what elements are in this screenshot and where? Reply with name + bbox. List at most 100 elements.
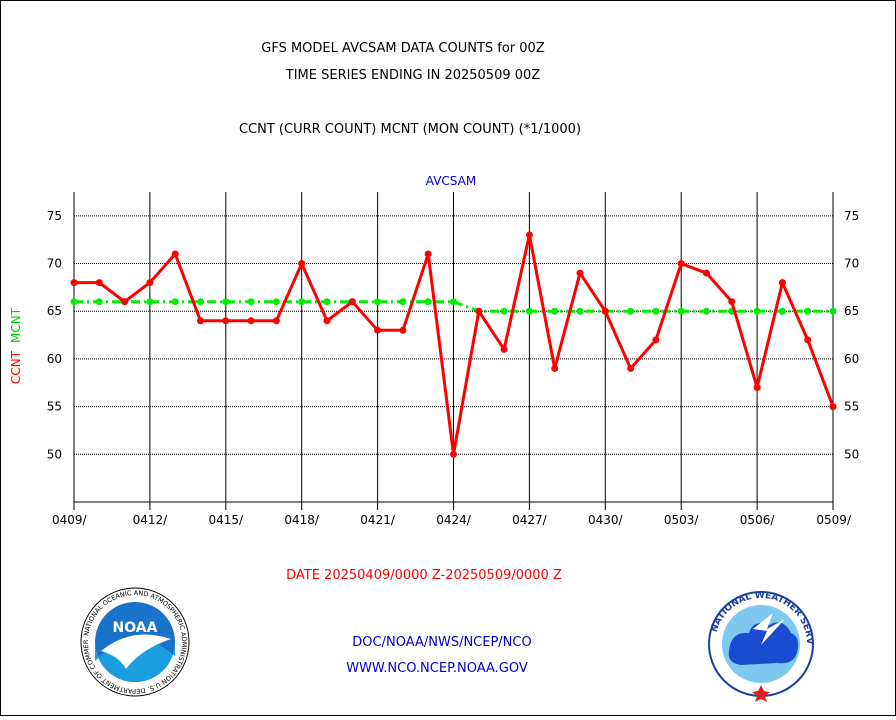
y-label-ccnt: CCNT xyxy=(9,350,23,384)
mcnt-point xyxy=(778,307,786,315)
mcnt-point xyxy=(753,307,761,315)
ccnt-point xyxy=(627,364,635,372)
y-tick-label-right: 55 xyxy=(844,400,859,414)
mcnt-point xyxy=(323,298,331,306)
date-range-label: DATE 20250409/0000 Z-20250509/0000 Z xyxy=(286,568,562,583)
noaa-bird-icon xyxy=(101,634,171,669)
ccnt-point xyxy=(424,250,432,258)
mcnt-point xyxy=(551,307,559,315)
ccnt-point xyxy=(171,250,179,258)
x-tick-label: 0412/ xyxy=(133,513,169,527)
ccnt-point xyxy=(95,279,103,287)
mcnt-point xyxy=(424,298,432,306)
nws-ring-text: NATIONAL WEATHER SERVICE xyxy=(1,1,814,645)
ccnt-point xyxy=(121,298,129,306)
ccnt-point xyxy=(475,307,483,315)
mcnt-point xyxy=(146,298,154,306)
mcnt-point xyxy=(677,307,685,315)
ccnt-point xyxy=(500,345,508,353)
y-tick-label-left: 75 xyxy=(47,209,62,223)
mcnt-point xyxy=(197,298,204,306)
plot-area: 50 50 55 55 60 60 65 65 70 70 75 75 0409/0412/0415/0… xyxy=(47,192,859,527)
mcnt-point xyxy=(298,298,306,306)
ccnt-point xyxy=(399,326,407,334)
nws-cloud-icon xyxy=(728,622,799,665)
ccnt-point xyxy=(703,269,710,277)
y-axis-label: CCNT MCNT xyxy=(9,307,23,384)
chart-subtitle: CCNT (CURR COUNT) MCNT (MON COUNT) (*1/1… xyxy=(239,122,581,137)
svg-text:CCNTMCNT: CCNT MCNT xyxy=(9,307,23,384)
ccnt-point xyxy=(576,269,584,277)
ccnt-point xyxy=(222,317,230,325)
y-tick-label-left: 55 xyxy=(47,400,62,414)
noaa-ring-text: NATIONAL OCEANIC AND ATMOSPHERIC ADMINIS… xyxy=(1,1,188,695)
x-tick-label: 0503/ xyxy=(664,513,700,527)
ccnt-point xyxy=(601,307,609,315)
ccnt-point xyxy=(323,317,331,325)
mcnt-point xyxy=(804,307,812,315)
ccnt-point xyxy=(247,317,255,325)
x-tick-label: 0430/ xyxy=(588,513,624,527)
ccnt-point xyxy=(753,384,761,392)
ccnt-point xyxy=(348,298,356,306)
x-tick-label: 0506/ xyxy=(740,513,776,527)
chart-title-line1: GFS MODEL AVCSAM DATA COUNTS for 00Z xyxy=(261,41,545,56)
ccnt-point xyxy=(298,260,306,268)
y-tick-label-right: 50 xyxy=(844,447,859,461)
ccnt-point xyxy=(829,403,837,411)
nws-lightning-icon xyxy=(753,613,785,645)
mcnt-point xyxy=(525,307,533,315)
x-tick-label: 0509/ xyxy=(816,513,852,527)
y-tick-label-right: 60 xyxy=(844,352,859,366)
mcnt-point xyxy=(95,298,103,306)
mcnt-point xyxy=(450,298,457,306)
website-link[interactable]: WWW.NCO.NCEP.NOAA.GOV xyxy=(346,661,528,676)
mcnt-point xyxy=(399,298,407,306)
mcnt-point xyxy=(70,298,78,306)
ccnt-point xyxy=(728,298,736,306)
plot-title: AVCSAM xyxy=(426,174,476,188)
x-tick-label: 0415/ xyxy=(209,513,245,527)
x-tick-label: 0421/ xyxy=(360,513,396,527)
y-tick-label-left: 70 xyxy=(47,257,62,271)
ccnt-point xyxy=(551,364,559,372)
mcnt-point xyxy=(272,298,280,306)
mcnt-point xyxy=(222,298,230,306)
nws-star-icon xyxy=(752,685,770,702)
y-tick-label-right: 65 xyxy=(844,304,859,318)
mcnt-point xyxy=(627,307,635,315)
ccnt-point xyxy=(197,317,204,325)
org-path-label: DOC/NOAA/NWS/NCEP/NCO xyxy=(352,635,531,650)
y-tick-label-right: 70 xyxy=(844,257,859,271)
ccnt-point xyxy=(525,231,533,239)
mcnt-point xyxy=(576,307,584,315)
x-tick-label: 0418/ xyxy=(284,513,320,527)
ccnt-point xyxy=(778,279,786,287)
mcnt-point xyxy=(500,307,508,315)
ccnt-point xyxy=(146,279,154,287)
y-tick-label-left: 60 xyxy=(47,352,62,366)
ccnt-point xyxy=(374,326,382,334)
ccnt-point xyxy=(652,336,660,344)
ccnt-point xyxy=(804,336,812,344)
ccnt-point xyxy=(272,317,280,325)
x-tick-label: 0409/ xyxy=(52,513,88,527)
mcnt-point xyxy=(374,298,382,306)
mcnt-point xyxy=(829,307,837,315)
noaa-logo-text: NOAA xyxy=(113,620,158,636)
y-tick-label-right: 75 xyxy=(844,209,859,223)
mcnt-point xyxy=(703,307,710,315)
ccnt-point xyxy=(70,279,78,287)
y-tick-label-left: 50 xyxy=(47,447,62,461)
y-label-mcnt: MCNT xyxy=(9,307,23,343)
mcnt-point xyxy=(652,307,660,315)
ccnt-point xyxy=(450,450,457,458)
ccnt-point xyxy=(677,260,685,268)
x-tick-label: 0424/ xyxy=(436,513,472,527)
mcnt-point xyxy=(247,298,255,306)
mcnt-point xyxy=(171,298,179,306)
x-tick-label: 0427/ xyxy=(512,513,548,527)
noaa-logo: NOAA NATIONAL OCEANIC AND ATMOSPHERIC AD… xyxy=(0,0,190,697)
